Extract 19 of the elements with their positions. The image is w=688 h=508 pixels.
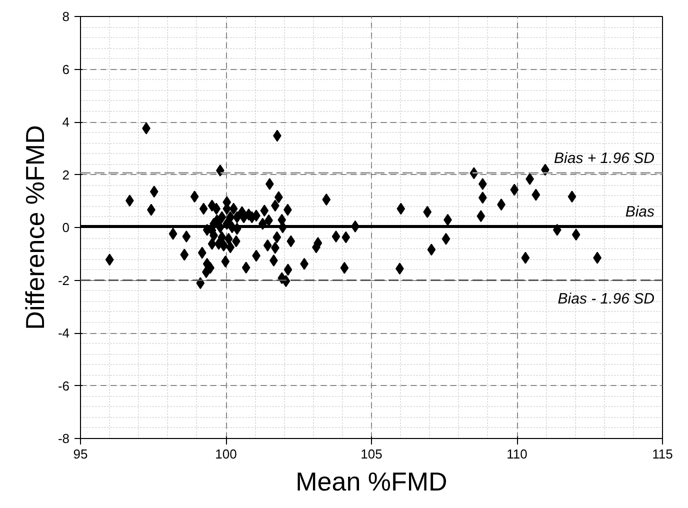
y-tick-label: -8	[58, 431, 70, 446]
y-tick-label: 8	[62, 9, 70, 24]
ref-line-label: Bias + 1.96 SD	[554, 150, 655, 167]
x-tick-label: 105	[360, 446, 382, 462]
y-tick-label: 6	[62, 62, 70, 77]
x-tick-label: 95	[73, 446, 88, 462]
y-tick-label: 0	[62, 220, 70, 235]
y-tick-label: 2	[62, 167, 70, 182]
x-tick-label: 115	[652, 446, 673, 462]
x-tick-label: 110	[506, 446, 528, 462]
ref-line-label: Bias - 1.96 SD	[558, 290, 655, 308]
ref-line-label: Bias	[625, 203, 655, 220]
x-axis-title: Mean %FMD	[296, 466, 448, 496]
x-tick-label: 100	[215, 446, 237, 462]
y-tick-label: 4	[62, 114, 70, 130]
y-tick-label: -6	[58, 378, 70, 394]
y-tick-label: -4	[58, 326, 70, 340]
y-tick-label: -2	[58, 272, 70, 288]
y-axis-title: Difference %FMD	[20, 125, 50, 330]
